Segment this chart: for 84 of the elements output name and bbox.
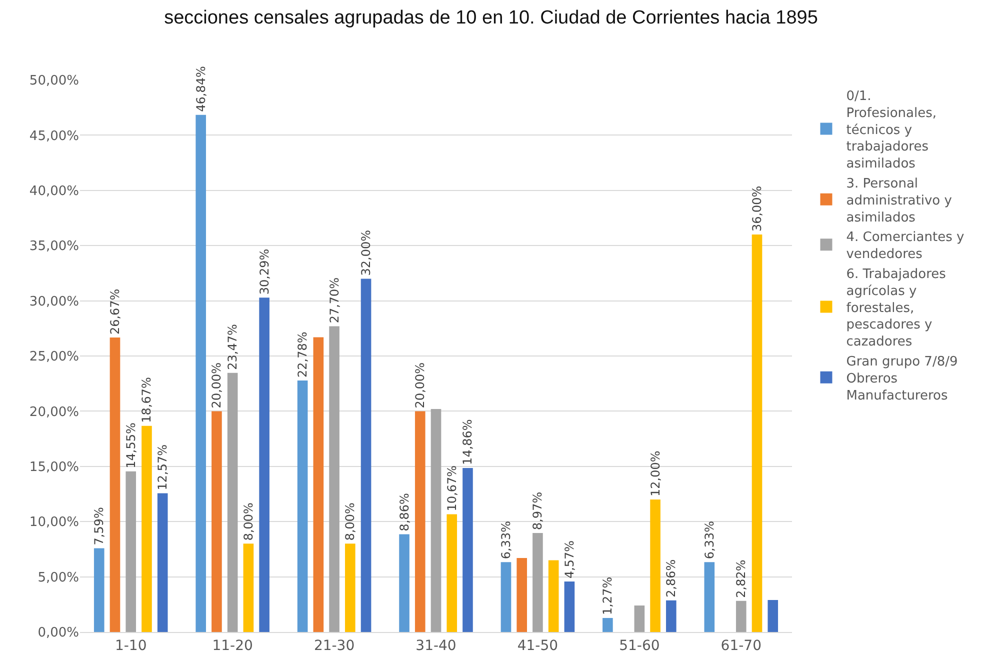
data-label: 46,84%: [194, 66, 208, 112]
y-tick-label: 35,00%: [29, 239, 79, 254]
bar: [414, 411, 426, 632]
data-label: 2,82%: [734, 560, 748, 598]
bar: [516, 558, 527, 632]
y-tick-label: 20,00%: [29, 404, 79, 420]
x-tick-label: 21-30: [314, 638, 355, 654]
bar: [602, 618, 613, 632]
bar: [736, 600, 746, 632]
bar: [704, 562, 715, 632]
bar: [212, 411, 222, 632]
legend-label: 4. Comerciantes y vendedores: [846, 230, 964, 262]
bar: [752, 234, 762, 632]
y-tick-label: 50,00%: [29, 74, 79, 89]
legend-label: Gran grupo 7/8/9 Obreros Manufactureros: [846, 354, 958, 404]
data-label: 8,00%: [343, 502, 358, 541]
data-label: 14,86%: [460, 419, 475, 465]
data-label: 20,00%: [413, 362, 428, 408]
bar: [446, 514, 458, 632]
bar: [399, 534, 410, 632]
y-tick-label: 40,00%: [29, 184, 79, 199]
bar: [360, 278, 372, 632]
bar: [500, 562, 512, 632]
data-label: 12,57%: [156, 444, 170, 490]
y-tick-label: 30,00%: [29, 294, 79, 310]
data-label: 12,00%: [648, 450, 662, 497]
data-label: 22,78%: [296, 332, 310, 378]
x-tick-label: 31-40: [416, 638, 456, 654]
bar: [297, 380, 308, 632]
bar: [768, 600, 778, 632]
data-label: 26,67%: [108, 288, 122, 335]
bar: [157, 493, 168, 632]
data-label: 8,97%: [530, 492, 545, 530]
data-label: 10,67%: [444, 465, 459, 512]
legend-label: 0/1. Profesionales, técnicos y trabajadores asimilados: [846, 89, 937, 172]
y-tick-label: 0,00%: [38, 626, 79, 641]
y-tick-label: 45,00%: [29, 128, 79, 144]
bar: [243, 544, 254, 632]
x-tick-label: 1-10: [114, 638, 147, 654]
bar: [196, 114, 206, 632]
data-label: 27,70%: [327, 277, 342, 324]
bar: [345, 544, 356, 632]
bar: [313, 337, 324, 632]
bar: [634, 606, 645, 632]
data-label: 7,59%: [92, 507, 106, 546]
bar: [666, 600, 676, 632]
bar: [110, 338, 120, 632]
bar: [430, 408, 442, 632]
data-label: 23,47%: [226, 324, 240, 370]
x-tick-label: 51-60: [619, 638, 660, 654]
bar: [142, 426, 152, 632]
data-label: 8,00%: [241, 502, 256, 541]
legend-label: 6. Trabajadores agrícolas y forestales, pescadores y cazadores: [846, 267, 946, 350]
bar: [564, 582, 575, 632]
data-label: 6,33%: [498, 520, 513, 560]
bar: [462, 468, 473, 632]
y-tick-label: 10,00%: [29, 515, 79, 530]
data-label: 32,00%: [359, 230, 374, 276]
bar: [548, 560, 559, 632]
data-label: 8,86%: [397, 493, 412, 532]
data-label: 36,00%: [750, 186, 764, 232]
y-tick-label: 25,00%: [29, 350, 79, 365]
x-tick-label: 41-50: [517, 638, 558, 654]
legend-label: 3. Personal administrativo y asimilados: [846, 176, 952, 226]
x-tick-label: 61-70: [720, 638, 762, 654]
x-tick-label: 11-20: [212, 638, 253, 654]
chart-title: secciones censales agrupadas de 10 en 10. Ciudad de Corrientes hacia 1895: [164, 7, 818, 28]
data-label: 1,27%: [600, 576, 615, 615]
data-label: 30,29%: [257, 248, 272, 295]
data-label: 2,86%: [664, 559, 678, 598]
data-label: 4,57%: [562, 540, 576, 579]
bar: [227, 372, 238, 632]
bar: [126, 471, 136, 632]
data-label: 18,67%: [140, 377, 154, 423]
data-label: 14,55%: [124, 422, 138, 468]
data-label: 20,00%: [210, 362, 224, 408]
bar: [259, 298, 270, 632]
bar: [329, 326, 340, 632]
y-tick-label: 5,00%: [38, 570, 79, 586]
bar: [94, 548, 104, 632]
bar: [532, 532, 543, 632]
data-label: 6,33%: [702, 520, 716, 560]
y-tick-label: 15,00%: [29, 460, 79, 475]
bar: [650, 500, 660, 632]
